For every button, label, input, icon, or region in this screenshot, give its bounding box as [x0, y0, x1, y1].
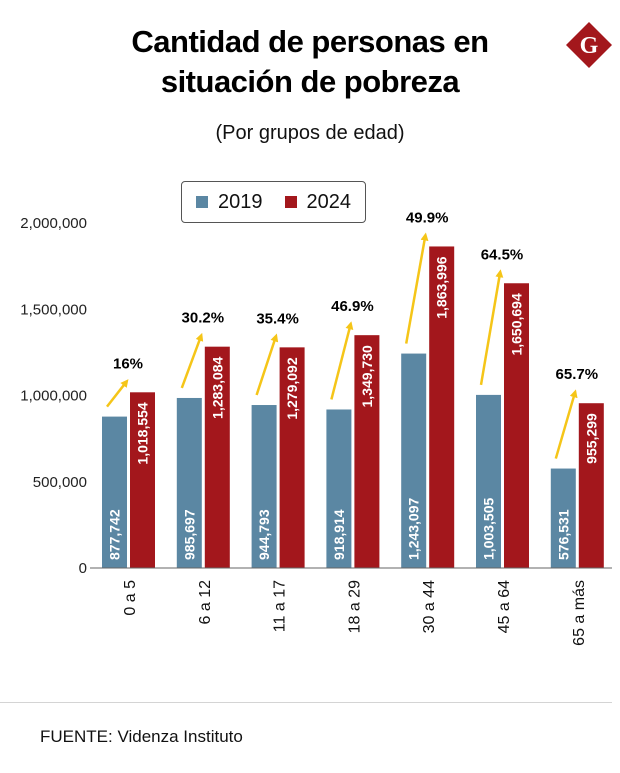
bar-value-label-2019: 944,793	[256, 509, 272, 560]
bar-2024	[130, 392, 155, 568]
bar-value-label-2019: 918,914	[331, 509, 347, 560]
bar-chart: 0 500,000 1,000,000 1,500,000 2,000,000 877,…	[20, 209, 612, 646]
x-tick-label: 18 a 29	[346, 580, 363, 633]
logo-diamond	[566, 22, 612, 68]
percent-change-label: 46.9%	[331, 298, 374, 315]
chart-title: Cantidad de personas en situación de pob…	[60, 22, 560, 102]
legend-item-2019: 2019	[196, 191, 263, 214]
y-tick-label: 2,000,000	[20, 215, 87, 232]
increase-arrow	[404, 232, 429, 344]
percent-change-label: 16%	[113, 355, 143, 372]
bar-value-label-2024: 1,650,694	[509, 293, 525, 355]
bar-value-label-2024: 1,283,084	[209, 356, 225, 418]
bar-value-label-2019: 1,003,505	[481, 498, 497, 560]
y-tick-label: 0	[79, 560, 87, 577]
legend-swatch-2024	[284, 196, 297, 208]
bar-2019	[476, 394, 501, 568]
percent-change-label: 30.2%	[182, 310, 225, 327]
logo-letter: G	[580, 33, 599, 59]
bar-2019	[401, 353, 427, 568]
percent-change-label: 64.5%	[481, 246, 524, 263]
x-tick-label: 30 a 44	[421, 580, 438, 633]
x-tick-label: 0 a 5	[122, 580, 139, 616]
bar-value-label-2019: 877,742	[107, 509, 123, 560]
bar-value-label-2019: 985,697	[181, 509, 197, 560]
bar-2019	[550, 468, 576, 568]
increase-arrow	[479, 269, 504, 386]
increase-arrow	[554, 389, 578, 459]
x-tick-label: 65 a más	[571, 580, 588, 646]
bar-2019	[176, 397, 202, 568]
x-tick-label: 45 a 64	[496, 580, 513, 633]
increase-arrow	[106, 379, 129, 408]
bar-2024	[429, 246, 455, 568]
bar-2024	[504, 283, 529, 568]
bar-2024	[279, 347, 305, 568]
bar-value-label-2024: 1,349,730	[359, 345, 375, 407]
brand-logo-icon: G	[566, 22, 612, 68]
bar-value-label-2024: 1,279,092	[284, 357, 300, 419]
chart-legend: 2019 2024	[181, 181, 366, 223]
y-axis: 0 500,000 1,000,000 1,500,000 2,000,000	[20, 215, 87, 577]
percent-change-label: 35.4%	[256, 310, 299, 327]
bar-2019	[326, 409, 352, 568]
legend-item-2024: 2024	[284, 190, 352, 214]
bar-2024	[578, 403, 604, 568]
bars-group: 877,742 1,018,554 16% 985,697 1,283,084 30.2%…	[102, 209, 604, 568]
y-tick-label: 1,000,000	[20, 388, 87, 405]
x-tick-label: 6 a 12	[197, 580, 214, 625]
bar-2019	[251, 405, 277, 568]
y-tick-label: 500,000	[33, 474, 87, 491]
x-tick-label: 11 a 17	[272, 580, 289, 632]
bar-value-label-2024: 1,863,996	[434, 256, 450, 318]
source-note: FUENTE: Videnza Instituto	[40, 727, 243, 746]
percent-change-label: 65.7%	[556, 366, 599, 383]
bar-2019	[102, 416, 127, 568]
percent-change-label: 49.9%	[406, 209, 449, 226]
y-tick-label: 1,500,000	[20, 301, 87, 318]
chart-subtitle: (Por grupos de edad)	[215, 122, 405, 144]
legend-label-2019: 2019	[218, 190, 263, 213]
footer-divider	[0, 702, 612, 703]
increase-arrow	[330, 321, 354, 400]
chart-title-line-2: situación de pobreza	[160, 64, 460, 99]
x-axis: 0 a 5 6 a 12 11 a 17 18 a 29 30 a 44 45 a 64 6…	[90, 567, 612, 646]
legend-swatch-2019	[196, 196, 208, 208]
bar-2024	[354, 335, 380, 568]
increase-arrow	[255, 333, 279, 396]
bar-value-label-2019: 576,531	[555, 509, 571, 560]
bar-value-label-2024: 955,299	[583, 413, 599, 464]
legend-label-2024: 2024	[306, 190, 352, 213]
chart-title-line-1: Cantidad de personas en	[131, 24, 489, 59]
bar-2024	[204, 346, 230, 568]
increase-arrow	[180, 332, 204, 389]
bar-value-label-2024: 1,018,554	[135, 402, 151, 464]
bar-value-label-2019: 1,243,097	[406, 498, 422, 560]
